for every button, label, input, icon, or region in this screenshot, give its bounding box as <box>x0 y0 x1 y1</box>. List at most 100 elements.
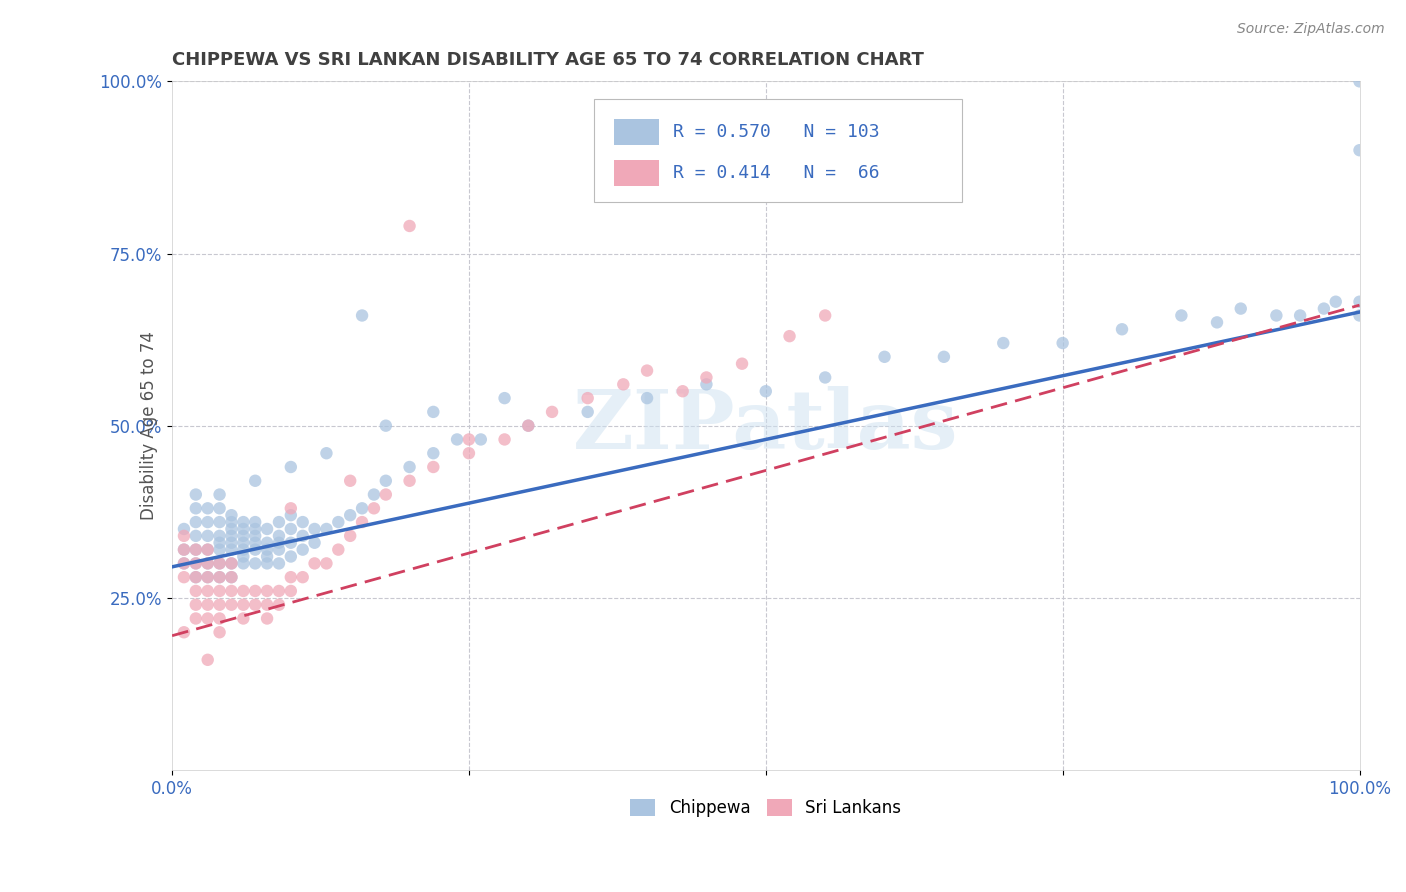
Text: ZIPatlas: ZIPatlas <box>574 385 959 466</box>
Point <box>1348 294 1371 309</box>
Point <box>267 557 290 571</box>
Point <box>232 542 254 557</box>
Point <box>221 542 243 557</box>
Point <box>232 583 254 598</box>
Point <box>184 583 207 598</box>
Point <box>221 598 243 612</box>
Point <box>245 583 267 598</box>
Point <box>352 515 374 529</box>
Point <box>1206 315 1229 329</box>
Point <box>197 598 219 612</box>
Point <box>374 487 396 501</box>
Point <box>256 542 278 557</box>
Point <box>280 508 302 523</box>
Point <box>184 570 207 584</box>
Point <box>208 535 231 549</box>
Point <box>1111 322 1133 336</box>
FancyBboxPatch shape <box>614 119 659 145</box>
Point <box>184 487 207 501</box>
Point <box>208 625 231 640</box>
Point <box>1324 294 1347 309</box>
Point <box>1348 143 1371 157</box>
Point <box>197 542 219 557</box>
Point <box>494 391 516 405</box>
Point <box>576 405 599 419</box>
Point <box>873 350 896 364</box>
Point <box>221 529 243 543</box>
Point <box>184 557 207 571</box>
Point <box>221 515 243 529</box>
Point <box>197 557 219 571</box>
Point <box>208 487 231 501</box>
Point <box>173 570 195 584</box>
Point <box>245 557 267 571</box>
Point <box>197 583 219 598</box>
Point <box>315 522 337 536</box>
Point <box>256 598 278 612</box>
Point <box>352 309 374 323</box>
Point <box>197 653 219 667</box>
Point <box>173 557 195 571</box>
Point <box>576 391 599 405</box>
Point <box>256 522 278 536</box>
Point <box>280 549 302 564</box>
Legend: Chippewa, Sri Lankans: Chippewa, Sri Lankans <box>624 792 908 823</box>
Point <box>184 542 207 557</box>
Point <box>339 508 361 523</box>
Point <box>197 570 219 584</box>
Point <box>1348 309 1371 323</box>
Text: R = 0.414   N =  66: R = 0.414 N = 66 <box>673 164 880 182</box>
Point <box>221 557 243 571</box>
Point <box>256 557 278 571</box>
Point <box>422 460 444 475</box>
Point <box>458 446 481 460</box>
Point <box>232 535 254 549</box>
Point <box>208 501 231 516</box>
Point <box>184 501 207 516</box>
Point <box>221 535 243 549</box>
Point <box>374 418 396 433</box>
Point <box>256 583 278 598</box>
Point <box>398 474 420 488</box>
Point <box>197 557 219 571</box>
Point <box>612 377 634 392</box>
Point <box>245 542 267 557</box>
Point <box>245 529 267 543</box>
Point <box>1052 336 1074 351</box>
Point <box>304 557 326 571</box>
Point <box>184 542 207 557</box>
Point <box>208 583 231 598</box>
Point <box>315 446 337 460</box>
Point <box>422 405 444 419</box>
Point <box>267 529 290 543</box>
Point <box>197 529 219 543</box>
Point <box>291 570 314 584</box>
Point <box>280 460 302 475</box>
Point <box>197 611 219 625</box>
Point <box>494 433 516 447</box>
Point <box>221 570 243 584</box>
Point <box>208 515 231 529</box>
Point <box>267 515 290 529</box>
Point <box>328 542 350 557</box>
Point <box>173 557 195 571</box>
Point <box>814 309 837 323</box>
Point <box>304 522 326 536</box>
Point <box>352 501 374 516</box>
Point <box>731 357 754 371</box>
Y-axis label: Disability Age 65 to 74: Disability Age 65 to 74 <box>141 331 159 520</box>
FancyBboxPatch shape <box>593 98 962 202</box>
Point <box>1348 74 1371 88</box>
Point <box>339 474 361 488</box>
Point <box>208 598 231 612</box>
Point <box>256 611 278 625</box>
Point <box>932 350 955 364</box>
Point <box>184 529 207 543</box>
Point <box>197 515 219 529</box>
Point <box>245 474 267 488</box>
Point <box>208 529 231 543</box>
Point <box>458 433 481 447</box>
Point <box>280 570 302 584</box>
Point <box>184 611 207 625</box>
Point <box>280 522 302 536</box>
